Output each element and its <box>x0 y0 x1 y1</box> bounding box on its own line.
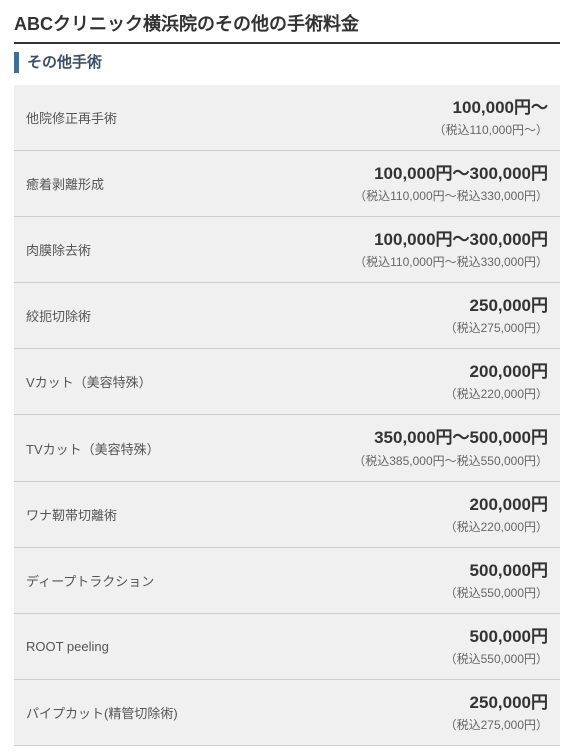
table-row: 他院修正再手術100,000円〜 （税込110,000円〜） <box>14 85 560 151</box>
item-name: パイプカット(精管切除術) <box>26 703 445 722</box>
price-tax: （税込110,000円〜税込330,000円） <box>354 253 548 270</box>
price-main: 500,000円 <box>445 560 548 582</box>
item-name: TVカット（美容特殊） <box>26 439 353 458</box>
table-row: TVカット（美容特殊）350,000円〜500,000円 （税込385,000円〜… <box>14 415 560 481</box>
price-tax: （税込385,000円〜税込550,000円） <box>353 452 548 469</box>
price-tax: （税込220,000円） <box>445 385 548 402</box>
table-row: ワナ靭帯切離術200,000円 （税込220,000円） <box>14 482 560 548</box>
page-title: ABCクリニック横浜院のその他の手術料金 <box>14 10 560 44</box>
price-block: 500,000円 （税込550,000円） <box>445 626 548 667</box>
item-name: 絞扼切除術 <box>26 306 445 325</box>
price-main: 100,000円〜300,000円 <box>354 163 548 185</box>
section-title: その他手術 <box>14 52 560 73</box>
price-block: 100,000円〜300,000円 （税込110,000円〜税込330,000円） <box>354 163 548 204</box>
price-block: 250,000円 （税込275,000円） <box>445 295 548 336</box>
price-block: 200,000円 （税込220,000円） <box>445 494 548 535</box>
item-name: Vカット（美容特殊） <box>26 372 445 391</box>
price-block: 500,000円 （税込550,000円） <box>445 560 548 601</box>
item-name: ROOT peeling <box>26 639 445 654</box>
price-block: 250,000円 （税込275,000円） <box>445 692 548 733</box>
price-main: 100,000円〜 <box>434 97 549 119</box>
price-block: 200,000円 （税込220,000円） <box>445 361 548 402</box>
price-main: 200,000円 <box>445 361 548 383</box>
price-main: 100,000円〜300,000円 <box>354 229 548 251</box>
price-tax: （税込275,000円） <box>445 716 548 733</box>
price-tax: （税込550,000円） <box>445 584 548 601</box>
table-row: パイプカット(精管切除術)250,000円 （税込275,000円） <box>14 680 560 746</box>
price-block: 350,000円〜500,000円 （税込385,000円〜税込550,000円） <box>353 427 548 468</box>
table-row: Vカット（美容特殊）200,000円 （税込220,000円） <box>14 349 560 415</box>
price-tax: （税込275,000円） <box>445 319 548 336</box>
price-main: 200,000円 <box>445 494 548 516</box>
item-name: 肉膜除去術 <box>26 240 354 259</box>
item-name: ワナ靭帯切離術 <box>26 505 445 524</box>
item-name: 他院修正再手術 <box>26 108 434 127</box>
table-row: 癒着剥離形成100,000円〜300,000円 （税込110,000円〜税込330… <box>14 151 560 217</box>
price-tax: （税込550,000円） <box>445 650 548 667</box>
price-main: 250,000円 <box>445 692 548 714</box>
price-main: 500,000円 <box>445 626 548 648</box>
table-row: 肉膜除去術100,000円〜300,000円 （税込110,000円〜税込330,… <box>14 217 560 283</box>
price-tax: （税込110,000円〜税込330,000円） <box>354 187 548 204</box>
table-row: 絞扼切除術250,000円 （税込275,000円） <box>14 283 560 349</box>
price-main: 350,000円〜500,000円 <box>353 427 548 449</box>
table-row: ROOT peeling500,000円 （税込550,000円） <box>14 614 560 680</box>
item-name: 癒着剥離形成 <box>26 174 354 193</box>
item-name: ディープトラクション <box>26 571 445 590</box>
price-tax: （税込110,000円〜） <box>434 121 549 138</box>
price-tax: （税込220,000円） <box>445 518 548 535</box>
price-block: 100,000円〜 （税込110,000円〜） <box>434 97 549 138</box>
price-main: 250,000円 <box>445 295 548 317</box>
price-block: 100,000円〜300,000円 （税込110,000円〜税込330,000円） <box>354 229 548 270</box>
table-row: ディープトラクション500,000円 （税込550,000円） <box>14 548 560 614</box>
price-table: 他院修正再手術100,000円〜（税込110,000円〜）癒着剥離形成100,0… <box>14 85 560 746</box>
